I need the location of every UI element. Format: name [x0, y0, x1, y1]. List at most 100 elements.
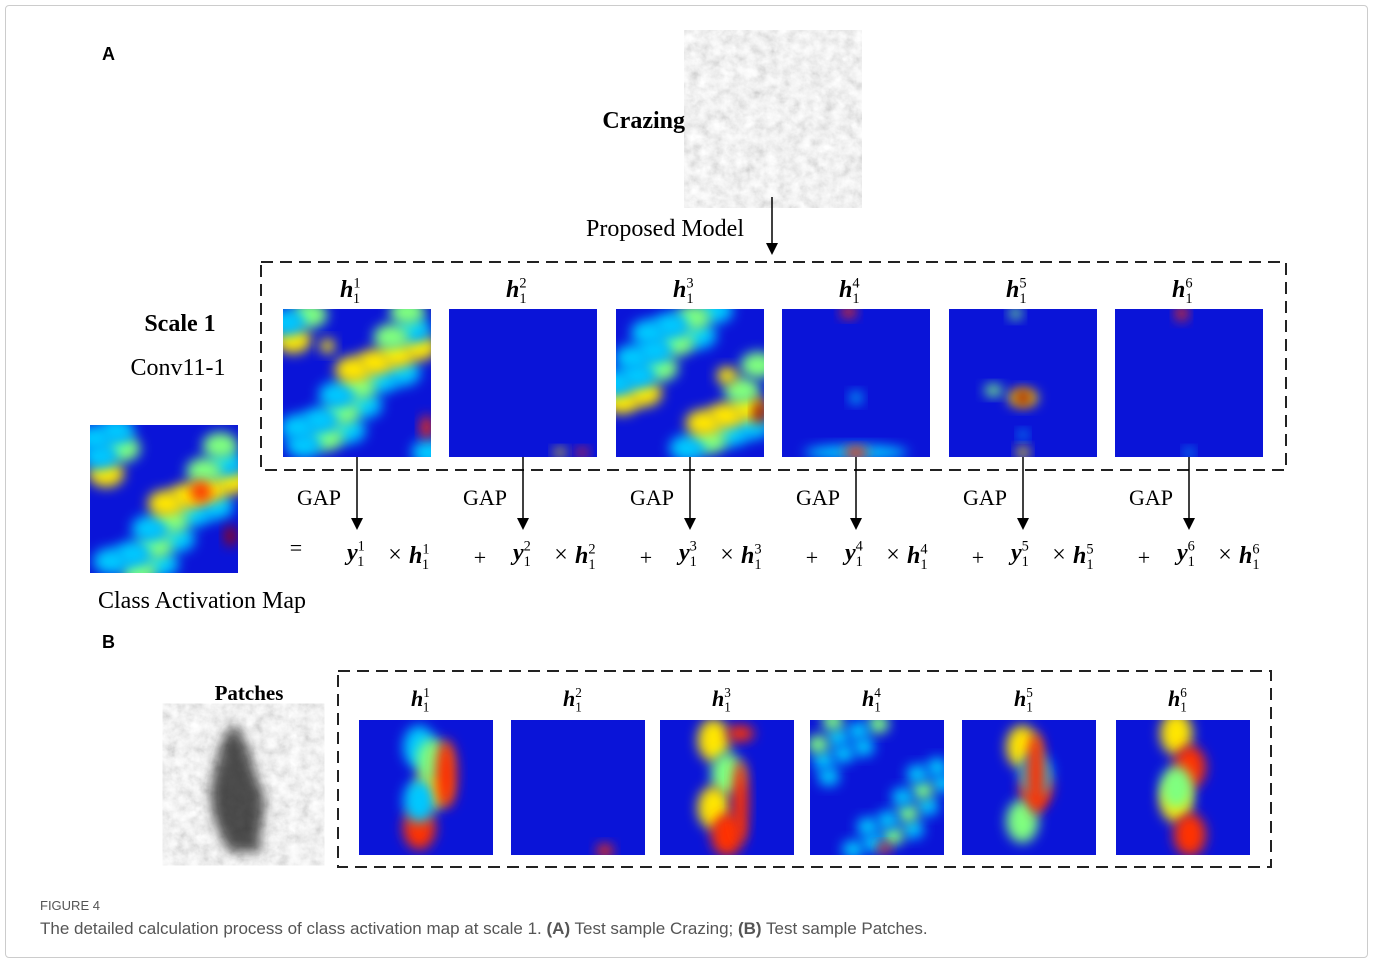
diagram: A Crazing Proposed Model Scale 1 Conv11-…	[0, 0, 1375, 890]
equals: =	[290, 535, 302, 560]
math-sup: 5	[1026, 685, 1033, 700]
math-symbol: h	[1172, 277, 1185, 303]
caption-part: The detailed calculation process of clas…	[40, 919, 547, 938]
heat-blob	[280, 414, 316, 441]
math-sup: 2	[588, 541, 595, 557]
plus: +	[1138, 545, 1150, 570]
heat-blob	[373, 324, 409, 351]
math-label: h11	[340, 275, 360, 307]
math-sup: 1	[358, 538, 365, 554]
model-label: Proposed Model	[586, 216, 744, 242]
math-sub: 1	[1180, 700, 1187, 715]
math-sub: 1	[920, 557, 927, 573]
heat-blob	[754, 401, 766, 425]
math-sup: 4	[852, 275, 859, 291]
heat-blob	[93, 548, 129, 575]
heat-blob	[912, 781, 933, 800]
heat-blob	[77, 425, 113, 452]
math-sup: 5	[1019, 275, 1026, 291]
math-label: h21	[506, 275, 527, 307]
pool-label: GAP	[963, 485, 1007, 510]
math-label: h41	[907, 541, 928, 573]
math-label: h61	[1172, 275, 1193, 307]
heat-blob	[576, 448, 588, 457]
heat-blob	[225, 526, 237, 547]
math-label: y31	[676, 538, 697, 570]
math-sup: 3	[686, 275, 693, 291]
times: ×	[554, 542, 568, 568]
math-sub: 1	[357, 554, 364, 570]
math-sub: 1	[874, 700, 881, 715]
times: ×	[886, 542, 900, 568]
caption-text: The detailed calculation process of clas…	[40, 919, 928, 939]
math-sub: 1	[1022, 554, 1029, 570]
math-symbol: h	[673, 277, 686, 303]
heat-blob	[877, 810, 898, 829]
pool-label: GAP	[796, 485, 840, 510]
math-label: h31	[741, 541, 762, 573]
math-sup: 3	[690, 538, 697, 554]
figure: A Crazing Proposed Model Scale 1 Conv11-…	[0, 0, 1375, 965]
heat-blob	[853, 738, 874, 757]
math-symbol: h	[741, 543, 754, 569]
math-sup: 3	[724, 685, 731, 700]
math-sub: 1	[1252, 557, 1259, 573]
math-sup: 4	[856, 538, 863, 554]
heat-blob	[850, 392, 862, 404]
sample-image	[699, 45, 847, 193]
math-sup: 6	[1188, 538, 1195, 554]
panel-letter: A	[102, 44, 115, 64]
math-sup: 6	[1185, 275, 1192, 291]
math-sub: 1	[1019, 291, 1026, 307]
math-sup: 6	[1180, 685, 1187, 700]
math-sup: 2	[519, 275, 526, 291]
heat-blob	[319, 382, 355, 409]
pool-label: GAP	[630, 485, 674, 510]
heat-blob	[906, 765, 927, 784]
heat-blob	[186, 458, 222, 485]
heat-blob	[844, 447, 868, 459]
math-symbol: h	[1239, 543, 1252, 569]
heat-blob	[727, 725, 754, 741]
heat-blob	[1010, 308, 1022, 320]
caption-part: Test sample Crazing;	[570, 919, 738, 938]
math-symbol: y	[842, 540, 856, 566]
heat-blob	[615, 345, 651, 372]
math-symbol: h	[839, 277, 852, 303]
math-symbol: h	[409, 543, 422, 569]
plus: +	[640, 545, 652, 570]
heat-blob	[902, 820, 923, 839]
math-sub: 1	[353, 291, 360, 307]
math-sup: 1	[422, 541, 429, 557]
math-symbol: h	[575, 543, 588, 569]
math-symbol: h	[563, 686, 575, 711]
heat-blob	[1185, 448, 1194, 457]
math-sub: 1	[686, 291, 693, 307]
math-sub: 1	[1185, 291, 1192, 307]
heat-blob	[320, 339, 335, 354]
heat-blob	[148, 490, 184, 517]
heat-blob	[421, 416, 433, 440]
math-label: h11	[409, 541, 429, 573]
math-sup: 3	[754, 541, 761, 557]
caption-part: (B)	[738, 919, 762, 938]
heat-blob	[669, 435, 705, 462]
math-label: h51	[1073, 541, 1094, 573]
plus: +	[806, 545, 818, 570]
math-sub: 1	[852, 291, 859, 307]
math-sup: 2	[575, 685, 582, 700]
math-sup: 5	[1022, 538, 1029, 554]
sample-label: Crazing	[602, 108, 685, 134]
math-symbol: y	[1008, 540, 1022, 566]
heat-blob	[927, 758, 948, 777]
math-sub: 1	[1026, 700, 1033, 715]
plus: +	[972, 545, 984, 570]
math-sub: 1	[856, 554, 863, 570]
heat-blob	[833, 744, 854, 763]
